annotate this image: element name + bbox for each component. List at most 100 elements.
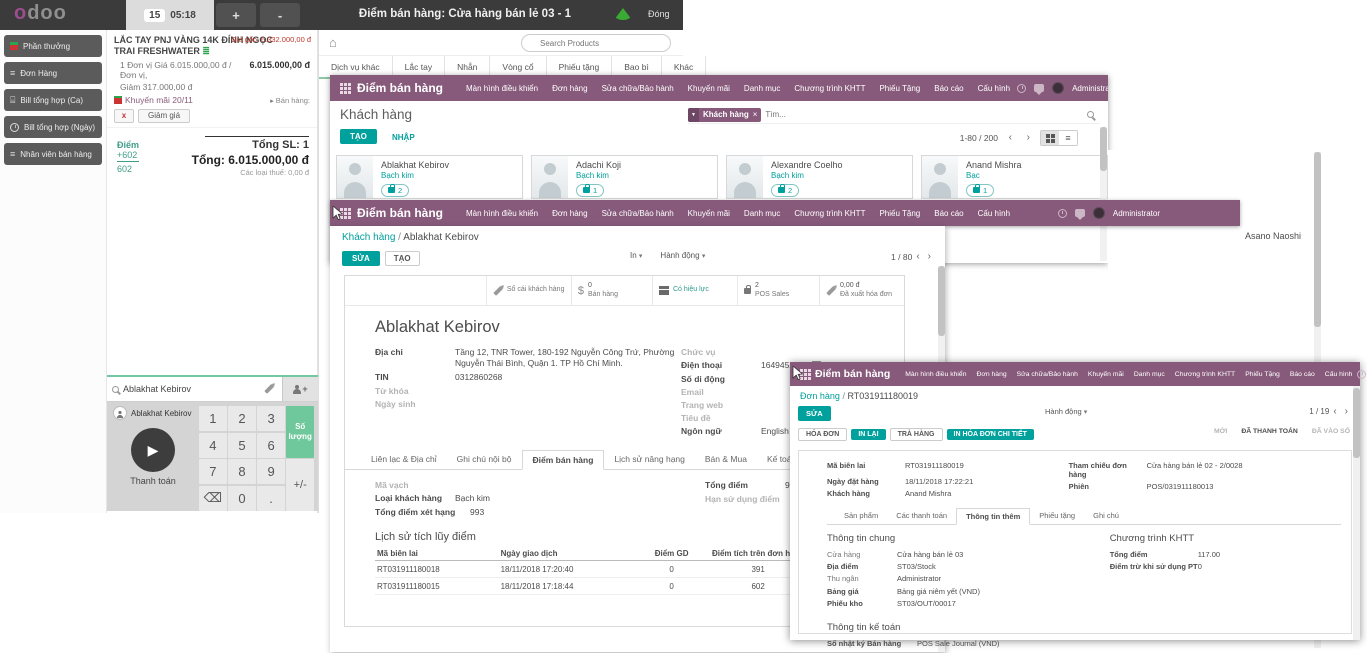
picking-link[interactable]: ST03/OUT/00017 <box>897 599 956 609</box>
menu-giftcard[interactable]: Phiếu Tặng <box>1245 370 1280 378</box>
import-button[interactable]: NHẬP <box>392 133 415 142</box>
breadcrumb-root[interactable]: Đơn hàng <box>800 391 840 401</box>
menu-settings[interactable]: Cấu hình <box>977 83 1011 93</box>
selected-customer-chip[interactable]: Ablakhat Kebirov <box>113 406 191 420</box>
scrollbar[interactable] <box>1353 386 1360 640</box>
user-menu[interactable]: Administrator <box>1072 83 1108 93</box>
print-dropdown[interactable]: In ▾ <box>630 251 643 260</box>
menu-reports[interactable]: Báo cáo <box>934 208 964 218</box>
sidebar-item-bill-session[interactable]: ⌸ Bill tổng hợp (Ca) <box>4 89 102 111</box>
customer-card[interactable]: Alexandre Coelho Bạch kim 2 <box>726 155 913 199</box>
menu-repair[interactable]: Sửa chữa/Bảo hành <box>1016 370 1078 378</box>
category-tab[interactable]: Nhẫn <box>445 56 491 77</box>
avatar[interactable] <box>1052 82 1065 94</box>
home-icon[interactable]: ⌂ <box>329 35 337 50</box>
edit-pencil-icon[interactable] <box>264 384 274 394</box>
apps-grid-icon[interactable] <box>340 82 343 86</box>
tab-notes[interactable]: Ghi chú nội bộ <box>456 454 512 465</box>
numpad-key-7[interactable]: 7 <box>199 459 227 484</box>
pay-button[interactable]: ▶ <box>131 428 175 472</box>
menu-promotions[interactable]: Khuyến mãi <box>1087 370 1124 378</box>
tab-extra-info[interactable]: Thông tin thêm <box>956 508 1031 526</box>
search-facet[interactable]: ▼ Khách hàng × <box>688 107 762 122</box>
customer-link[interactable]: Anand Mishra <box>905 489 952 499</box>
pager-prev-icon[interactable]: ‹ <box>1333 406 1337 417</box>
numpad-dot-key[interactable]: . <box>257 485 285 511</box>
pager-prev-icon[interactable]: ‹ <box>1008 132 1012 143</box>
column-header[interactable]: Mã biên lai <box>375 547 499 562</box>
stat-active[interactable]: Có hiệu lực <box>652 276 737 305</box>
activities-icon[interactable] <box>1017 83 1027 93</box>
numpad-sign-key[interactable]: +/- <box>286 459 314 511</box>
menu-settings[interactable]: Cấu hình <box>977 208 1011 218</box>
tab-giftcard[interactable]: Phiếu tặng <box>1039 511 1076 521</box>
menu-catalog[interactable]: Danh mục <box>1133 370 1165 378</box>
invoice-button[interactable]: HÓA ĐƠN <box>798 427 848 441</box>
category-tab[interactable]: Khác <box>662 56 707 77</box>
remove-line-button[interactable]: x <box>114 108 134 123</box>
search-input[interactable] <box>765 110 1087 119</box>
apps-grid-icon[interactable] <box>800 368 803 372</box>
menu-catalog[interactable]: Danh mục <box>743 208 781 218</box>
status-posted[interactable]: ĐÃ VÀO SỔ <box>1311 428 1350 435</box>
menu-settings[interactable]: Cấu hình <box>1324 370 1353 378</box>
session-link[interactable]: POS/031911180013 <box>1146 482 1214 492</box>
menu-orders[interactable]: Đơn hàng <box>976 370 1007 378</box>
promotion-link[interactable]: Khuyến mãi 20/11 <box>114 95 193 105</box>
numpad-key-9[interactable]: 9 <box>257 459 285 484</box>
column-header[interactable]: Điểm GD <box>641 547 702 562</box>
status-new[interactable]: MỚI <box>1213 428 1228 435</box>
discount-button[interactable]: Giảm giá <box>138 108 191 123</box>
tab-payments[interactable]: Các thanh toán <box>896 511 948 521</box>
category-tab[interactable]: Bao bì <box>612 56 662 77</box>
order-line[interactable]: LẮC TAY PNJ VÀNG 14K ĐÍNH NGỌC TRAI FRES… <box>107 30 317 128</box>
pager-prev-icon[interactable]: ‹ <box>916 251 920 262</box>
menu-promotions[interactable]: Khuyến mãi <box>687 83 730 93</box>
user-menu[interactable]: Administrator <box>1112 208 1160 218</box>
sidebar-item-rewards[interactable]: Phần thưởng <box>4 35 102 57</box>
tab-pos[interactable]: Điểm bán hàng <box>521 450 605 471</box>
numpad-key-1[interactable]: 1 <box>199 406 227 431</box>
print-detail-button[interactable]: IN HÓA ĐƠN CHI TIẾT <box>946 428 1034 440</box>
search-bar[interactable]: ▼ Khách hàng × <box>688 106 1100 124</box>
tab-products[interactable]: Sản phẩm <box>844 511 879 521</box>
table-row[interactable]: RT031911180015 18/11/2018 17:18:44 0 602… <box>375 577 870 596</box>
menu-dashboard[interactable]: Màn hình điều khiển <box>466 208 539 218</box>
add-customer-button[interactable]: + <box>282 377 318 401</box>
stat-invoiced[interactable]: 0,00 đ Đã xuất hóa đơn <box>819 276 904 305</box>
action-dropdown[interactable]: Hành động ▾ <box>1045 407 1088 416</box>
return-button[interactable]: TRẢ HÀNG <box>889 427 943 441</box>
list-view-button[interactable]: ≡ <box>1059 131 1077 145</box>
customer-type-link[interactable]: Bạch kim <box>455 492 490 503</box>
edit-button[interactable]: SỬA <box>342 250 380 266</box>
product-search-input[interactable] <box>521 34 671 52</box>
edit-button[interactable]: SỬA <box>798 406 831 421</box>
search-icon[interactable] <box>1087 111 1094 118</box>
scrollbar[interactable] <box>1100 127 1107 261</box>
customer-search-row[interactable]: Ablakhat Kebirov + <box>107 375 318 402</box>
messages-icon[interactable] <box>1034 84 1045 95</box>
menu-reports[interactable]: Báo cáo <box>934 83 964 93</box>
customer-card[interactable]: Adachi Koji Bạch kim 1 <box>531 155 718 199</box>
salesman-label[interactable]: ▸ Bán hàng: <box>270 95 310 105</box>
action-dropdown[interactable]: Hành động ▾ <box>660 251 706 260</box>
create-button[interactable]: TẠO <box>340 129 377 144</box>
messages-icon[interactable] <box>1074 209 1085 220</box>
facet-close-icon[interactable]: × <box>752 110 758 119</box>
kanban-card-name[interactable]: Asano Naoshi <box>1245 231 1302 241</box>
menu-repair[interactable]: Sửa chữa/Bảo hành <box>601 208 674 218</box>
sidebar-item-bill-day[interactable]: Bill tổng hợp (Ngày) <box>4 116 102 138</box>
pos-close-button[interactable]: Đóng <box>648 9 670 19</box>
pager-next-icon[interactable]: › <box>927 251 931 262</box>
numpad-key-6[interactable]: 6 <box>257 432 285 458</box>
menu-loyalty[interactable]: Chương trình KHTT <box>794 83 866 93</box>
status-paid[interactable]: ĐÃ THANH TOÁN <box>1241 428 1298 435</box>
stat-sales[interactable]: $0 Bán hàng <box>570 276 652 305</box>
tab-contacts[interactable]: Liên lạc & Địa chỉ <box>371 454 437 465</box>
menu-dashboard[interactable]: Màn hình điều khiển <box>905 370 967 378</box>
customer-card[interactable]: Ablakhat Kebirov Bạch kim 2 <box>336 155 523 199</box>
column-header[interactable]: Điểm tích trên đơn hàng <box>701 547 815 562</box>
menu-orders[interactable]: Đơn hàng <box>552 83 588 93</box>
numpad-backspace-key[interactable]: ⌫ <box>199 485 227 511</box>
menu-catalog[interactable]: Danh mục <box>743 83 781 93</box>
